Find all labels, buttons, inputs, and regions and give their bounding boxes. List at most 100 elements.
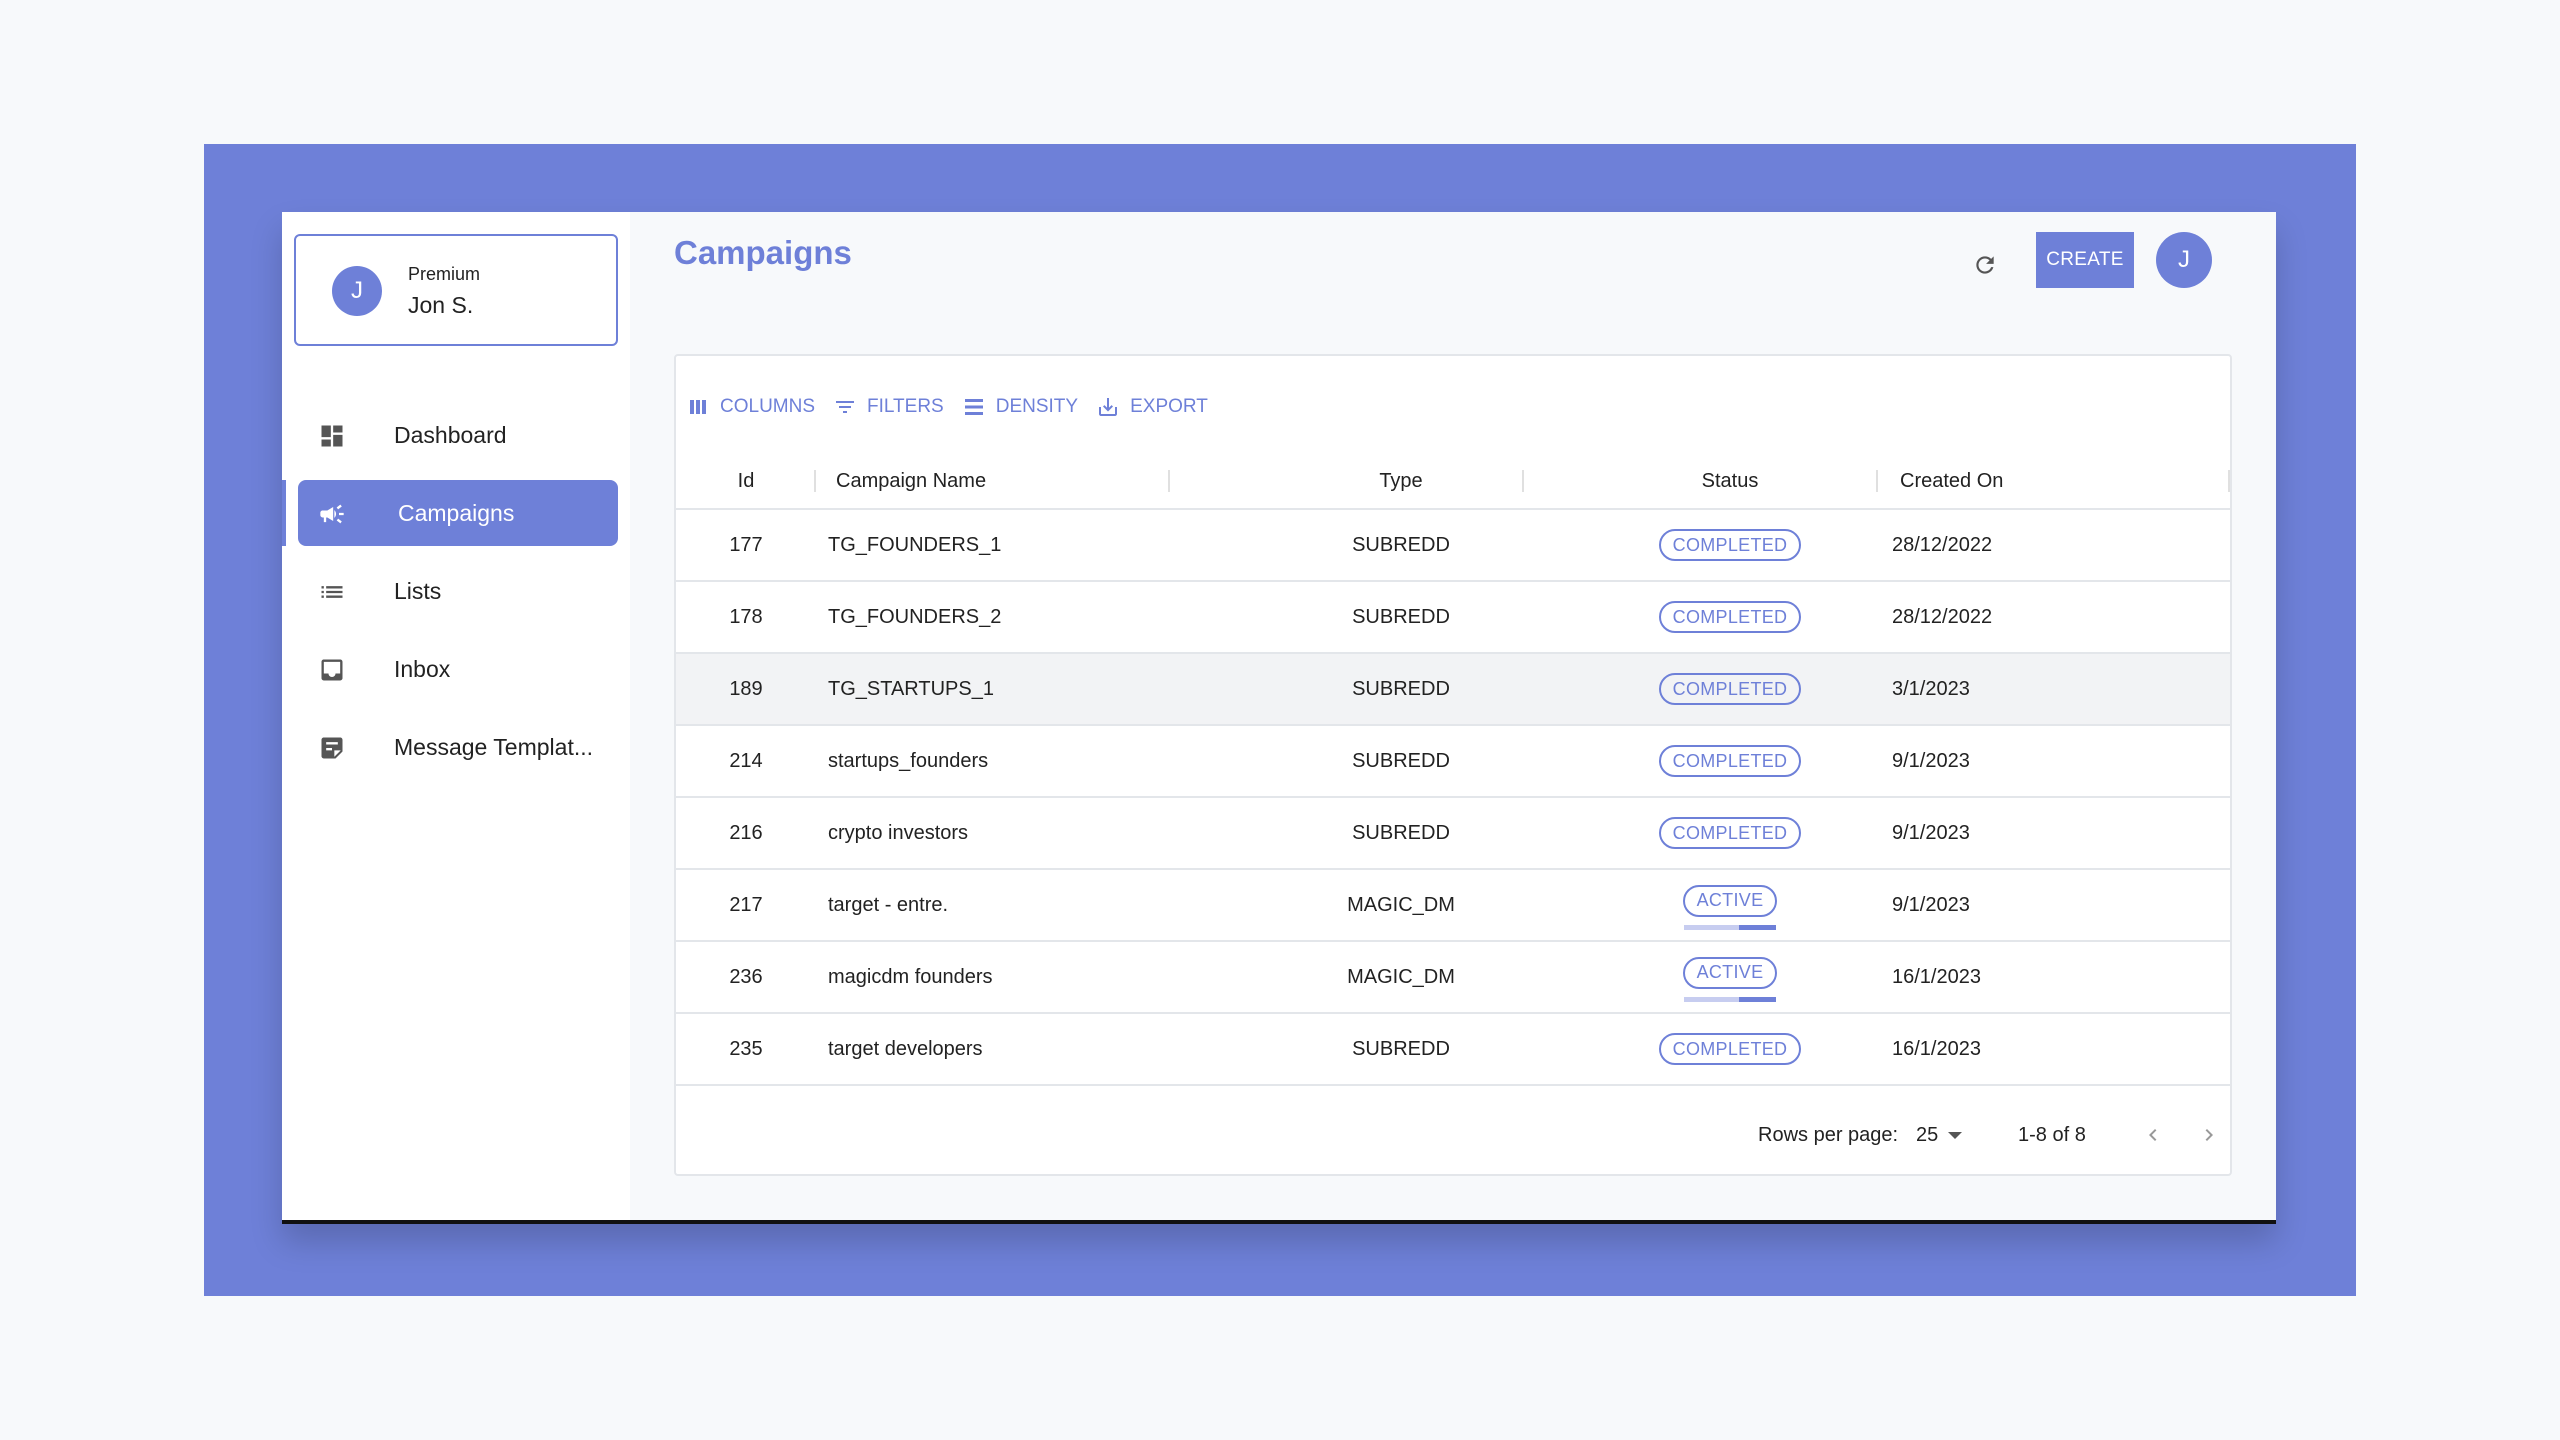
cell-status: COMPLETED bbox=[1560, 654, 1900, 724]
grid-footer: Rows per page: 25 1-8 of 8 bbox=[676, 1098, 2230, 1172]
sidebar-item-message-templates[interactable]: Message Templat... bbox=[282, 714, 630, 780]
table-row[interactable]: 236 magicdm founders MAGIC_DM ACTIVE 16/… bbox=[676, 942, 2230, 1014]
status-badge: COMPLETED bbox=[1658, 673, 1802, 705]
campaigns-data-grid: COLUMNS FILTERS DENSITY EXPORT Id bbox=[674, 354, 2232, 1176]
refresh-button[interactable] bbox=[1968, 248, 2002, 282]
cell-campaign-name: crypto investors bbox=[828, 821, 969, 844]
cell-created-on: 9/1/2023 bbox=[1892, 821, 1970, 844]
column-separator[interactable] bbox=[1876, 470, 1878, 492]
status-badge: COMPLETED bbox=[1658, 529, 1802, 561]
column-separator[interactable] bbox=[1168, 470, 1170, 492]
density-button[interactable]: DENSITY bbox=[962, 395, 1078, 419]
progress-fill bbox=[1739, 924, 1776, 930]
rows-per-page-select[interactable]: 25 bbox=[1916, 1124, 1963, 1147]
chevron-right-icon bbox=[2205, 1129, 2213, 1141]
active-status: ACTIVE bbox=[1682, 884, 1778, 930]
cell-type: MAGIC_DM bbox=[1347, 893, 1455, 916]
column-separator[interactable] bbox=[1522, 470, 1524, 492]
table-row[interactable]: 214 startups_founders SUBREDD COMPLETED … bbox=[676, 726, 2230, 798]
column-header-campaign-name[interactable]: Campaign Name bbox=[836, 469, 987, 492]
cell-status: ACTIVE bbox=[1560, 942, 1900, 1012]
column-header-id[interactable]: Id bbox=[737, 469, 755, 492]
active-highlight bbox=[298, 480, 618, 546]
active-status: ACTIVE bbox=[1682, 956, 1778, 1002]
refresh-icon bbox=[1976, 256, 1994, 274]
column-separator[interactable] bbox=[2228, 470, 2230, 492]
table-row[interactable]: 216 crypto investors SUBREDD COMPLETED 9… bbox=[676, 798, 2230, 870]
cell-id: 216 bbox=[729, 821, 763, 844]
column-header-status[interactable]: Status bbox=[1701, 469, 1759, 492]
table-body: 177 TG_FOUNDERS_1 SUBREDD COMPLETED 28/1… bbox=[676, 510, 2230, 1086]
sidebar-item-campaigns[interactable]: Campaigns bbox=[282, 480, 630, 546]
columns-icon bbox=[690, 400, 706, 414]
table-row[interactable]: 189 TG_STARTUPS_1 SUBREDD COMPLETED 3/1/… bbox=[676, 654, 2230, 726]
cell-type: SUBREDD bbox=[1352, 677, 1450, 700]
cell-id: 178 bbox=[729, 605, 763, 628]
dashboard-icon bbox=[321, 425, 343, 447]
sidebar-item-label: Inbox bbox=[394, 655, 451, 682]
status-badge: ACTIVE bbox=[1682, 884, 1778, 917]
export-button[interactable]: EXPORT bbox=[1096, 395, 1208, 419]
sidebar-item-inbox[interactable]: Inbox bbox=[282, 636, 630, 702]
cell-campaign-name: TG_FOUNDERS_2 bbox=[828, 605, 1002, 628]
user-plan: Premium bbox=[408, 264, 481, 284]
create-button[interactable]: CREATE bbox=[2036, 232, 2134, 288]
caret-down-icon bbox=[1948, 1131, 1963, 1139]
previous-page-button[interactable] bbox=[2138, 1120, 2168, 1150]
sidebar-item-label: Dashboard bbox=[394, 421, 507, 448]
column-header-type[interactable]: Type bbox=[1379, 469, 1423, 492]
app-window: J Premium Jon S. Dashboard Campaigns Lis… bbox=[282, 212, 2276, 1224]
cell-campaign-name: target developers bbox=[828, 1037, 983, 1060]
cell-campaign-name: target - entre. bbox=[828, 893, 949, 916]
cell-id: 217 bbox=[729, 893, 763, 916]
cell-status: COMPLETED bbox=[1560, 798, 1900, 868]
cell-id: 214 bbox=[729, 749, 763, 772]
columns-button[interactable]: COLUMNS bbox=[686, 395, 815, 419]
cell-created-on: 16/1/2023 bbox=[1892, 1037, 1981, 1060]
cell-created-on: 16/1/2023 bbox=[1892, 965, 1981, 988]
column-separator[interactable] bbox=[814, 470, 816, 492]
megaphone-icon bbox=[320, 504, 344, 524]
chevron-left-icon bbox=[2149, 1129, 2157, 1141]
table-row[interactable]: 217 target - entre. MAGIC_DM ACTIVE 9/1/… bbox=[676, 870, 2230, 942]
table-row[interactable]: 235 target developers SUBREDD COMPLETED … bbox=[676, 1014, 2230, 1086]
note-icon bbox=[321, 737, 343, 759]
main-content: Campaigns CREATE J COLUMNS FILTERS DENSI… bbox=[630, 212, 2276, 1220]
cell-status: COMPLETED bbox=[1560, 726, 1900, 796]
avatar[interactable]: J bbox=[2156, 232, 2212, 288]
user-name: Jon S. bbox=[408, 292, 474, 318]
user-card[interactable]: J Premium Jon S. bbox=[294, 234, 618, 346]
cell-type: SUBREDD bbox=[1352, 533, 1450, 556]
cell-created-on: 3/1/2023 bbox=[1892, 677, 1970, 700]
cell-campaign-name: startups_founders bbox=[828, 749, 989, 772]
filters-button[interactable]: FILTERS bbox=[833, 395, 944, 419]
filter-icon bbox=[836, 401, 855, 413]
cell-created-on: 9/1/2023 bbox=[1892, 893, 1970, 916]
sidebar-item-label: Campaigns bbox=[398, 499, 515, 526]
status-badge: ACTIVE bbox=[1682, 956, 1778, 989]
rows-per-page-label: Rows per page: bbox=[1758, 1123, 1899, 1146]
filters-label: FILTERS bbox=[867, 396, 944, 417]
table-row[interactable]: 177 TG_FOUNDERS_1 SUBREDD COMPLETED 28/1… bbox=[676, 510, 2230, 582]
cell-created-on: 28/12/2022 bbox=[1892, 533, 1993, 556]
progress-bar bbox=[1683, 924, 1776, 930]
next-page-button[interactable] bbox=[2194, 1120, 2224, 1150]
user-avatar: J bbox=[332, 266, 382, 316]
cell-campaign-name: TG_FOUNDERS_1 bbox=[828, 533, 1002, 556]
cell-campaign-name: TG_STARTUPS_1 bbox=[828, 677, 994, 700]
sidebar-item-lists[interactable]: Lists bbox=[282, 558, 630, 624]
columns-label: COLUMNS bbox=[720, 396, 816, 417]
density-label: DENSITY bbox=[995, 396, 1079, 417]
column-header-created-on[interactable]: Created On bbox=[1900, 469, 2004, 492]
cell-created-on: 9/1/2023 bbox=[1892, 749, 1970, 772]
download-icon bbox=[1099, 398, 1118, 416]
cell-status: ACTIVE bbox=[1560, 870, 1900, 940]
list-icon bbox=[321, 586, 343, 598]
cell-type: SUBREDD bbox=[1352, 821, 1450, 844]
sidebar-item-dashboard[interactable]: Dashboard bbox=[282, 402, 630, 468]
cell-status: COMPLETED bbox=[1560, 1014, 1900, 1084]
cell-id: 236 bbox=[729, 965, 763, 988]
pagination-range: 1-8 of 8 bbox=[2018, 1123, 2086, 1146]
cell-created-on: 28/12/2022 bbox=[1892, 605, 1993, 628]
table-row[interactable]: 178 TG_FOUNDERS_2 SUBREDD COMPLETED 28/1… bbox=[676, 582, 2230, 654]
